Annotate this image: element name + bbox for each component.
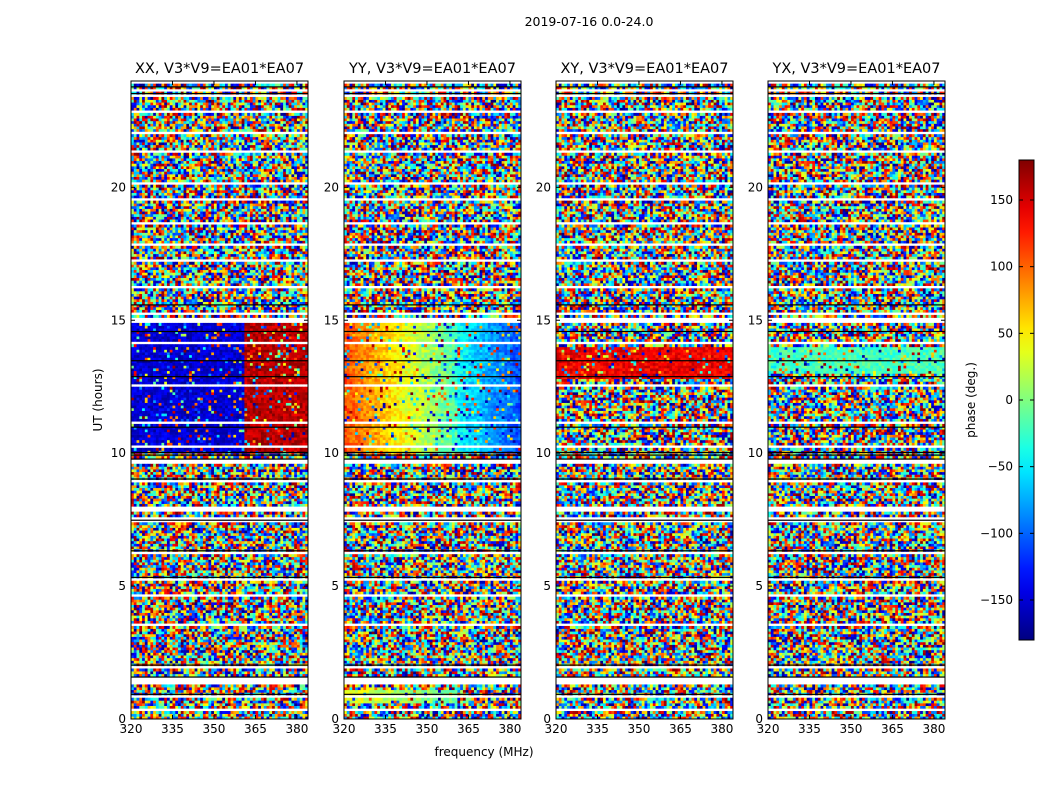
x-tick-label: 335 bbox=[161, 722, 184, 736]
x-tick-label: 350 bbox=[840, 722, 863, 736]
axes-frame bbox=[130, 80, 309, 720]
heatmap-cells bbox=[768, 81, 945, 719]
y-tick-label: 10 bbox=[324, 446, 339, 460]
y-tick-label: 10 bbox=[748, 446, 763, 460]
x-tick-label: 380 bbox=[498, 722, 521, 736]
colorbar-tick-label: 50 bbox=[998, 326, 1013, 340]
y-tick-label: 0 bbox=[118, 712, 126, 726]
colorbar-label: phase (deg.) bbox=[964, 362, 978, 438]
figure-suptitle: 2019-07-16 0.0-24.0 bbox=[525, 14, 654, 29]
x-tick-label: 380 bbox=[710, 722, 733, 736]
x-tick-label: 335 bbox=[586, 722, 609, 736]
x-tick-label: 320 bbox=[120, 722, 143, 736]
colorbar-tick-label: 150 bbox=[990, 193, 1013, 207]
axes-frame bbox=[343, 80, 522, 720]
x-tick-label: 365 bbox=[244, 722, 267, 736]
y-tick-label: 20 bbox=[536, 180, 551, 194]
x-tick-label: 365 bbox=[457, 722, 480, 736]
x-tick-label: 350 bbox=[416, 722, 439, 736]
y-tick-label: 15 bbox=[748, 313, 763, 327]
y-tick-label: 20 bbox=[324, 180, 339, 194]
x-tick-label: 320 bbox=[333, 722, 356, 736]
colorbar-tick-label: −100 bbox=[980, 526, 1013, 540]
x-tick-label: 350 bbox=[628, 722, 651, 736]
y-tick-label: 5 bbox=[118, 579, 126, 593]
heatmap-cells bbox=[344, 81, 521, 719]
colorbar-tick-label: −150 bbox=[980, 593, 1013, 607]
x-tick-label: 350 bbox=[203, 722, 226, 736]
panel-title: YX, V3*V9=EA01*EA07 bbox=[771, 61, 940, 77]
x-tick-label: 320 bbox=[545, 722, 568, 736]
panel-title: XY, V3*V9=EA01*EA07 bbox=[560, 61, 728, 77]
x-tick-label: 365 bbox=[669, 722, 692, 736]
y-tick-label: 0 bbox=[543, 712, 551, 726]
heatmap-panel-1: 320 335 350 365 380 0 5 10 15 20 XX, V3*V9=EA01*EA… bbox=[111, 61, 309, 736]
heatmap-panel-2: 320 335 350 365 380 0 5 10 15 20 YY, V3*V9=EA01*EA… bbox=[324, 61, 522, 736]
x-tick-label: 380 bbox=[922, 722, 945, 736]
x-axis-label: frequency (MHz) bbox=[434, 745, 533, 759]
y-axis-label: UT (hours) bbox=[91, 368, 105, 431]
colorbar: −150 −100 −50 0 50 100 150 bbox=[980, 159, 1035, 641]
y-tick-label: 10 bbox=[536, 446, 551, 460]
heatmap-cells bbox=[131, 81, 308, 719]
y-tick-label: 20 bbox=[748, 180, 763, 194]
x-tick-label: 335 bbox=[798, 722, 821, 736]
y-tick-label: 15 bbox=[536, 313, 551, 327]
heatmap-cells bbox=[556, 81, 733, 719]
y-tick-label: 5 bbox=[755, 579, 763, 593]
colorbar-tick-label: 0 bbox=[1005, 393, 1013, 407]
y-tick-label: 20 bbox=[111, 180, 126, 194]
x-tick-label: 380 bbox=[285, 722, 308, 736]
heatmap-panel-3: 320 335 350 365 380 0 5 10 15 20 XY, V3*V9=EA01*EA… bbox=[536, 61, 734, 736]
colorbar-tick-label: −50 bbox=[988, 460, 1013, 474]
x-tick-label: 320 bbox=[757, 722, 780, 736]
panel-title: XX, V3*V9=EA01*EA07 bbox=[135, 61, 304, 77]
colorbar-tick-label: 100 bbox=[990, 260, 1013, 274]
y-tick-label: 10 bbox=[111, 446, 126, 460]
heatmap-panel-4: 320 335 350 365 380 0 5 10 15 20 YX, V3*V9=EA01*EA… bbox=[748, 61, 946, 736]
heatmap-panels: 320 335 350 365 380 0 5 10 15 20 XX, V3*V9=EA01*EA… bbox=[111, 61, 946, 736]
y-tick-label: 0 bbox=[755, 712, 763, 726]
y-tick-label: 0 bbox=[331, 712, 339, 726]
y-tick-label: 5 bbox=[543, 579, 551, 593]
x-tick-label: 335 bbox=[374, 722, 397, 736]
panel-title: YY, V3*V9=EA01*EA07 bbox=[348, 61, 516, 77]
axes-frame bbox=[767, 80, 946, 720]
y-tick-label: 5 bbox=[331, 579, 339, 593]
y-tick-label: 15 bbox=[324, 313, 339, 327]
y-tick-label: 15 bbox=[111, 313, 126, 327]
axes-frame bbox=[555, 80, 734, 720]
x-tick-label: 365 bbox=[881, 722, 904, 736]
